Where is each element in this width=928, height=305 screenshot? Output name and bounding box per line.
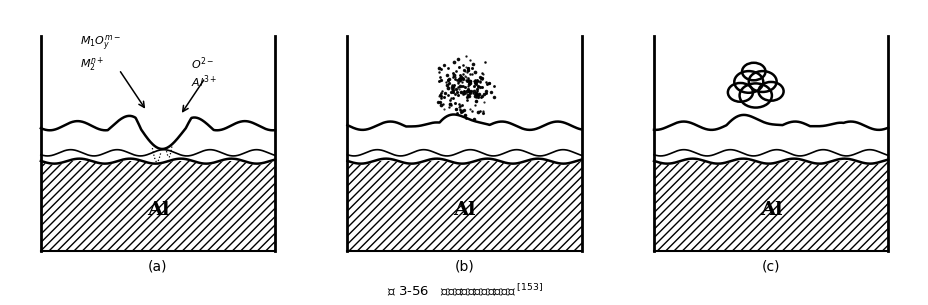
Text: Al: Al — [759, 201, 781, 219]
Text: (a): (a) — [148, 259, 167, 273]
Text: $M_1O_y^{m-}$: $M_1O_y^{m-}$ — [80, 33, 121, 53]
Bar — [41, 161, 275, 251]
Text: Al: Al — [147, 201, 169, 219]
Text: $Al^{3+}$: $Al^{3+}$ — [191, 74, 217, 90]
Text: (c): (c) — [761, 259, 780, 273]
Text: (b): (b) — [454, 259, 474, 273]
Text: $M_2^{n+}$: $M_2^{n+}$ — [80, 55, 104, 74]
Bar — [347, 161, 581, 251]
Text: 图 3-56   单个放电微元演变示意图$^{\ [153]}$: 图 3-56 单个放电微元演变示意图$^{\ [153]}$ — [386, 283, 542, 299]
Text: Al: Al — [453, 201, 475, 219]
Bar — [653, 161, 887, 251]
Text: $O^{2-}$: $O^{2-}$ — [191, 55, 214, 72]
